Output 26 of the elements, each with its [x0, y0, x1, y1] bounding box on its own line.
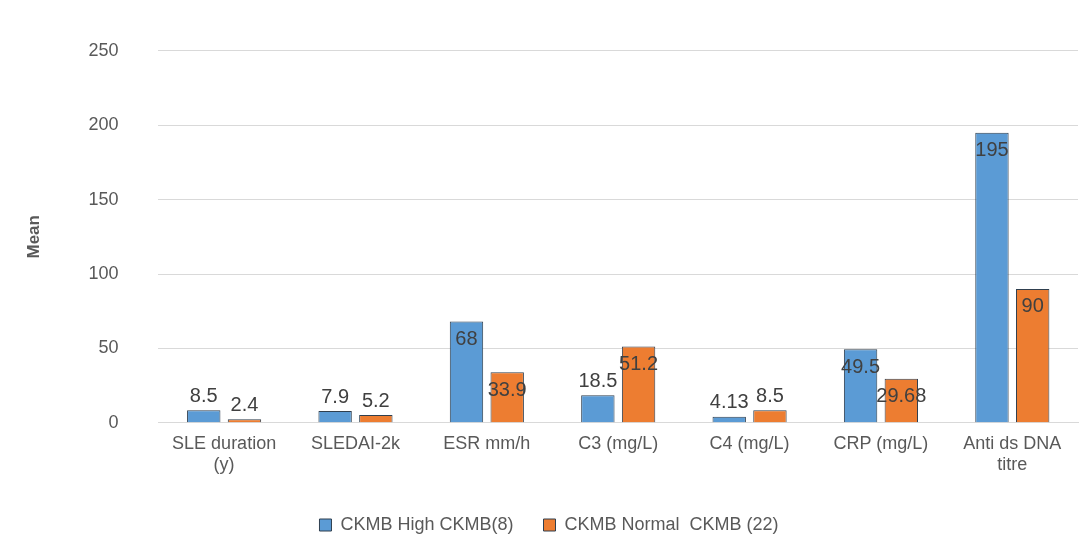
- y-tick-label: 200: [88, 114, 119, 135]
- y-tick-label: 50: [98, 337, 119, 358]
- x-tick-label: CRP (mg/L): [833, 432, 929, 453]
- x-tick-label: Anti ds DNA titre: [963, 432, 1062, 475]
- data-label: 8.5: [756, 383, 784, 406]
- data-label: 68: [455, 327, 478, 350]
- legend-label: CKMB High CKMB(8): [340, 513, 514, 534]
- y-tick-label: 100: [88, 262, 119, 283]
- y-tick-label: 150: [88, 188, 119, 209]
- y-tick-label: 250: [88, 39, 119, 60]
- data-label: 5.2: [361, 388, 390, 411]
- data-label: 7.9: [321, 384, 350, 407]
- y-axis-title: Mean: [23, 215, 43, 259]
- data-label: 4.13: [709, 390, 749, 413]
- y-tick-label: 0: [108, 411, 119, 432]
- x-tick-label: SLE duration (y): [172, 432, 277, 475]
- data-label: 8.5: [189, 383, 218, 406]
- x-tick-label: C4 (mg/L): [709, 432, 790, 453]
- data-label: 195: [975, 138, 1009, 161]
- x-tick-label: SLEDAI-2k: [310, 432, 401, 453]
- legend-label: CKMB Normal CKMB (22): [564, 513, 779, 534]
- data-label: 90: [1021, 294, 1044, 317]
- data-label: 2.4: [230, 392, 259, 415]
- data-label: 18.5: [578, 368, 618, 391]
- x-tick-label: C3 (mg/L): [578, 432, 659, 453]
- x-tick-label: ESR mm/h: [443, 432, 531, 453]
